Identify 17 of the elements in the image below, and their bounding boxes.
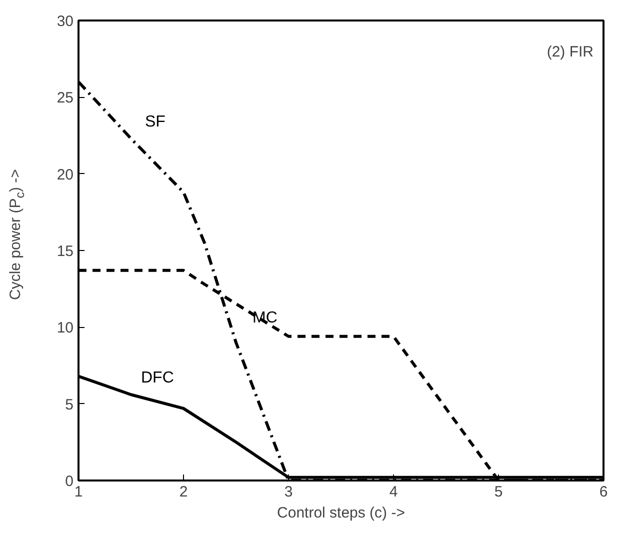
y-tick-label: 15	[56, 243, 74, 260]
annotation: (2) FIR	[546, 44, 594, 60]
series-label: SF	[145, 114, 166, 131]
y-tick-label: 0	[65, 473, 74, 490]
x-tick-label: 3	[284, 484, 293, 500]
y-tick-label: 25	[56, 90, 74, 107]
x-tick-label: 1	[74, 484, 83, 500]
y-tick-label: 10	[56, 320, 74, 337]
x-tick-label: 6	[599, 484, 608, 500]
x-tick-label: 2	[179, 484, 188, 500]
y-tick-label: 20	[56, 166, 74, 184]
x-axis-title: Control steps (c) ->	[277, 504, 406, 522]
y-tick-label: 5	[65, 396, 74, 414]
y-tick-label: 30	[56, 13, 74, 30]
x-tick-label: 4	[389, 484, 398, 500]
series-label: DFC	[141, 370, 174, 387]
x-tick-label: 5	[494, 484, 503, 500]
